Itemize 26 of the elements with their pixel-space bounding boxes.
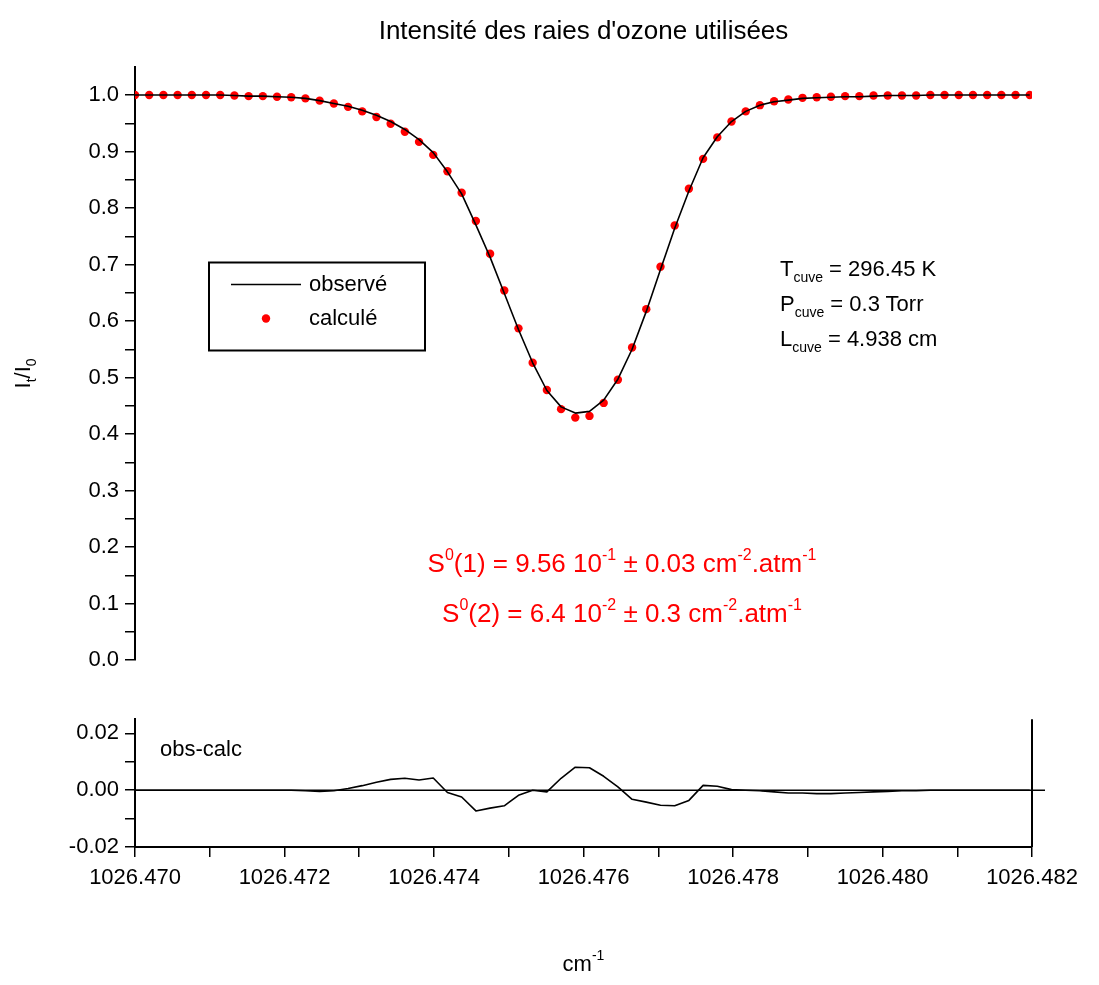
legend-label: observé — [309, 270, 388, 296]
y-tick-label: 0.8 — [88, 194, 119, 220]
y-tick-label: 0.5 — [88, 363, 119, 389]
y-tick-label: 1.0 — [88, 81, 119, 107]
y-tick-label: 0.6 — [88, 307, 119, 333]
y-axis-title: It/I0 — [10, 358, 39, 389]
y-tick-label: 0.7 — [88, 250, 119, 276]
x-tick-label: 1026.472 — [238, 864, 331, 890]
x-tick-label: 1026.480 — [836, 864, 929, 890]
annotation: obs-calc — [160, 736, 242, 762]
y-tick-label: 0.0 — [88, 646, 119, 672]
x-tick-label: 1026.470 — [89, 864, 181, 890]
y-tick-label: 0.9 — [88, 137, 119, 163]
y-tick-label: 0.3 — [88, 476, 119, 502]
y-tick-label: 0.00 — [76, 776, 119, 802]
chart-title: Intensité des raies d'ozone utilisées — [378, 15, 789, 46]
y-tick-label: 0.2 — [88, 533, 119, 559]
y-tick-label: 0.4 — [88, 420, 119, 446]
y-tick-label: 0.1 — [88, 589, 119, 615]
y-tick-label: 0.02 — [76, 719, 119, 745]
x-tick-label: 1026.476 — [537, 864, 630, 890]
legend-label: calculé — [309, 304, 378, 330]
x-tick-label: 1026.474 — [388, 864, 480, 890]
y-tick-label: -0.02 — [68, 833, 119, 859]
x-tick-label: 1026.478 — [687, 864, 779, 890]
x-tick-label: 1026.482 — [986, 864, 1078, 890]
